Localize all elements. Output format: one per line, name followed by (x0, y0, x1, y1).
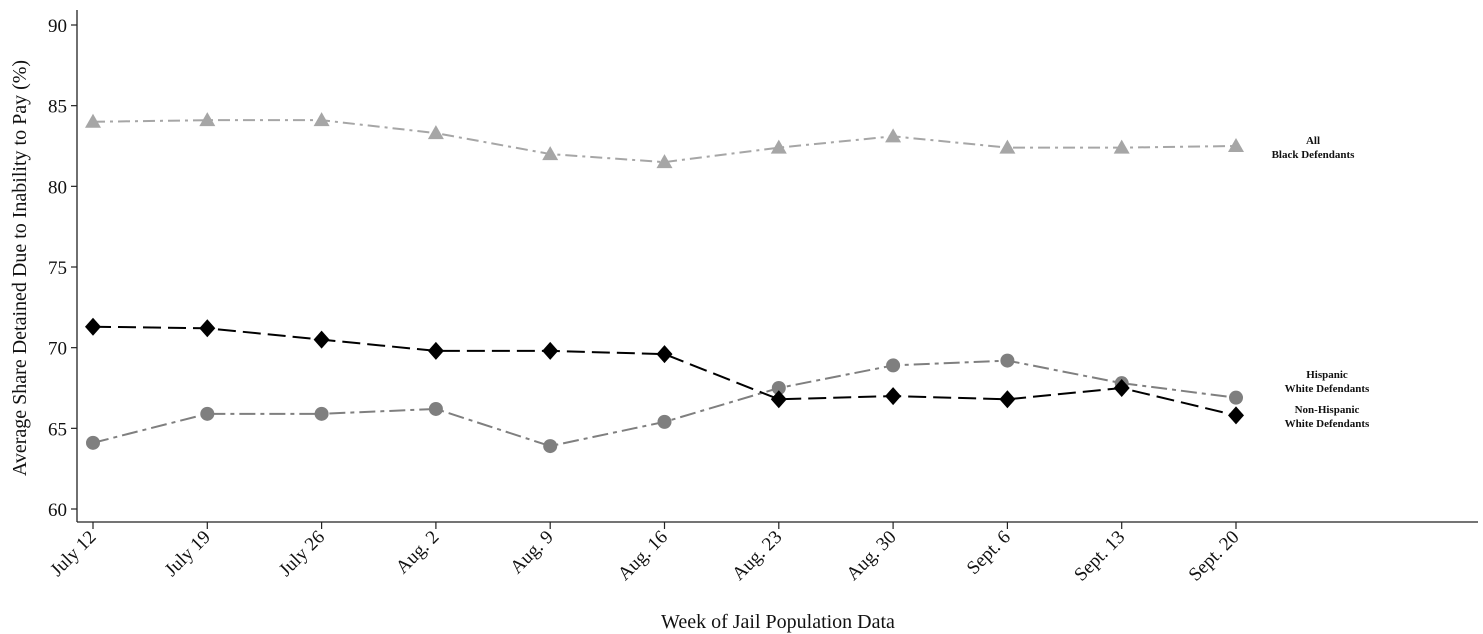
x-tick-label: July 19 (161, 527, 215, 581)
x-tick-label: Sept. 13 (1070, 527, 1129, 586)
axes: 60 65 70 75 80 85 90 July 12 July 19 July 26 Aug. … (46, 10, 1478, 586)
x-tick-label: Aug. 9 (506, 527, 557, 578)
data-point (1113, 379, 1130, 397)
x-tick-label: Aug. 16 (614, 527, 672, 585)
x-tick-label: July 26 (275, 527, 329, 581)
y-axis-title: Average Share Detained Due to Inability … (9, 60, 31, 476)
data-point (886, 358, 901, 373)
y-tick-label: 75 (48, 258, 67, 279)
series-labels: All Black Defendants Hispanic White Defenda… (1272, 135, 1370, 430)
data-point (656, 154, 673, 169)
data-point (771, 381, 786, 395)
data-point (199, 319, 216, 338)
x-tick-label: Aug. 30 (842, 527, 900, 585)
series-label-line: Black Defendants (1272, 149, 1356, 161)
data-point (85, 113, 101, 128)
x-axis-title: Week of Jail Population Data (661, 611, 895, 633)
data-point (85, 317, 101, 336)
data-point (1228, 406, 1244, 425)
data-point (999, 390, 1016, 409)
data-point (770, 390, 787, 409)
series-lines (85, 112, 1244, 454)
data-point (199, 112, 216, 127)
x-tick-label: Sept. 20 (1185, 527, 1244, 586)
data-point (427, 341, 444, 360)
data-point (1113, 139, 1130, 154)
data-point (542, 146, 559, 161)
data-point (427, 125, 444, 140)
x-tick-label: July 12 (46, 527, 100, 581)
series-label-0: All Black Defendants (1272, 135, 1356, 161)
y-tick-label: 60 (48, 500, 67, 521)
data-point (1229, 390, 1243, 405)
data-point (1000, 353, 1015, 368)
data-point (313, 330, 330, 349)
series-label-line: Non-Hispanic (1295, 404, 1360, 416)
series-line (92, 359, 1237, 448)
data-point (657, 414, 672, 429)
y-tick-label: 90 (48, 16, 67, 37)
x-tick-label: Sept. 6 (963, 527, 1015, 579)
series-label-line: White Defendants (1285, 418, 1370, 430)
y-tick-label: 65 (48, 419, 67, 440)
data-point (542, 341, 559, 360)
y-tick-label: 70 (48, 339, 67, 360)
data-point (770, 139, 787, 154)
data-point (999, 139, 1016, 154)
series-label-line: All (1306, 135, 1320, 147)
data-point (314, 406, 329, 421)
x-tick-label: Aug. 2 (392, 527, 443, 578)
series-label-line: Hispanic (1306, 369, 1348, 381)
data-point (885, 387, 902, 406)
series-line (92, 325, 1237, 417)
series-0 (85, 112, 1244, 169)
y-tick-label: 80 (48, 177, 67, 198)
series-2 (85, 317, 1244, 425)
series-line (92, 119, 1237, 164)
series-label-1: Hispanic White Defendants (1285, 369, 1370, 395)
x-tick-label: Aug. 23 (728, 527, 786, 585)
data-point (313, 112, 330, 127)
data-point (1228, 138, 1244, 152)
series-1 (86, 353, 1243, 454)
series-label-line: White Defendants (1285, 383, 1370, 395)
data-point (656, 345, 673, 364)
y-tick-label: 85 (48, 97, 67, 118)
data-point (428, 401, 443, 416)
data-point (885, 128, 902, 143)
data-point (86, 435, 100, 450)
data-point (543, 439, 558, 454)
data-point (200, 406, 215, 421)
series-label-2: Non-Hispanic White Defendants (1285, 404, 1370, 430)
